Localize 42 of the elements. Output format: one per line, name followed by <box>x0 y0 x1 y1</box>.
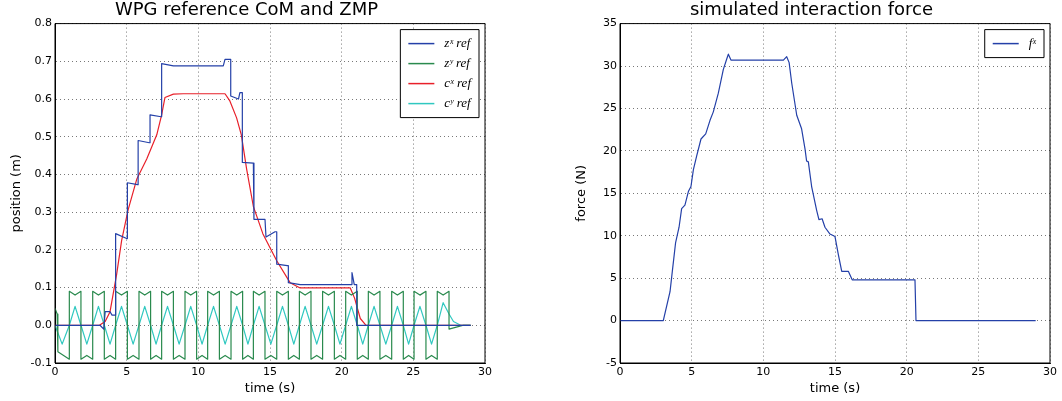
legend-label: zʸ ref <box>443 55 473 71</box>
y-axis-title: force (N) <box>573 164 589 222</box>
y-tick-label: 30 <box>603 58 617 72</box>
x-tick-label: 5 <box>688 365 696 379</box>
y-tick-label: 10 <box>603 228 617 242</box>
y-tick-label: -0.1 <box>30 355 52 369</box>
legend-label: fˣ <box>1028 35 1037 51</box>
y-tick-label: 35 <box>603 16 617 30</box>
x-axis-title: time (s) <box>244 379 296 395</box>
y-tick-label: 0.1 <box>34 280 52 294</box>
x-axis-title: time (s) <box>809 379 861 395</box>
legend-label: cʸ ref <box>444 95 474 111</box>
y-tick-label: 0 <box>610 313 617 327</box>
x-tick-label: 30 <box>478 365 492 379</box>
y-tick-label: 15 <box>603 186 617 200</box>
chart-title: WPG reference CoM and ZMP <box>114 0 379 20</box>
chart-title: simulated interaction force <box>689 0 934 20</box>
y-tick-label: -5 <box>606 355 617 369</box>
y-tick-label: 20 <box>603 143 617 157</box>
y-tick-label: 0.8 <box>34 16 52 30</box>
x-tick-label: 20 <box>899 365 914 379</box>
x-tick-label: 20 <box>334 365 349 379</box>
x-tick-label: 15 <box>263 365 277 379</box>
x-tick-label: 10 <box>756 365 771 379</box>
legend-label: zˣ ref <box>443 35 473 51</box>
y-tick-label: 0.0 <box>34 318 52 332</box>
y-tick-label: 0.7 <box>34 54 52 68</box>
x-tick-label: 30 <box>1043 365 1057 379</box>
y-tick-label: 0.4 <box>34 167 52 181</box>
y-axis-title: position (m) <box>8 154 24 233</box>
x-tick-label: 25 <box>971 365 986 379</box>
y-tick-label: 0.6 <box>34 91 52 105</box>
legend-label: cˣ ref <box>444 75 474 91</box>
x-tick-label: 15 <box>828 365 842 379</box>
y-tick-label: 0.2 <box>34 242 52 256</box>
x-tick-label: 10 <box>191 365 206 379</box>
x-tick-label: 5 <box>123 365 131 379</box>
y-tick-label: 5 <box>610 271 617 285</box>
y-tick-label: 0.5 <box>34 129 52 143</box>
y-tick-label: 25 <box>603 101 617 115</box>
x-tick-label: 25 <box>406 365 421 379</box>
y-tick-label: 0.3 <box>34 205 52 219</box>
